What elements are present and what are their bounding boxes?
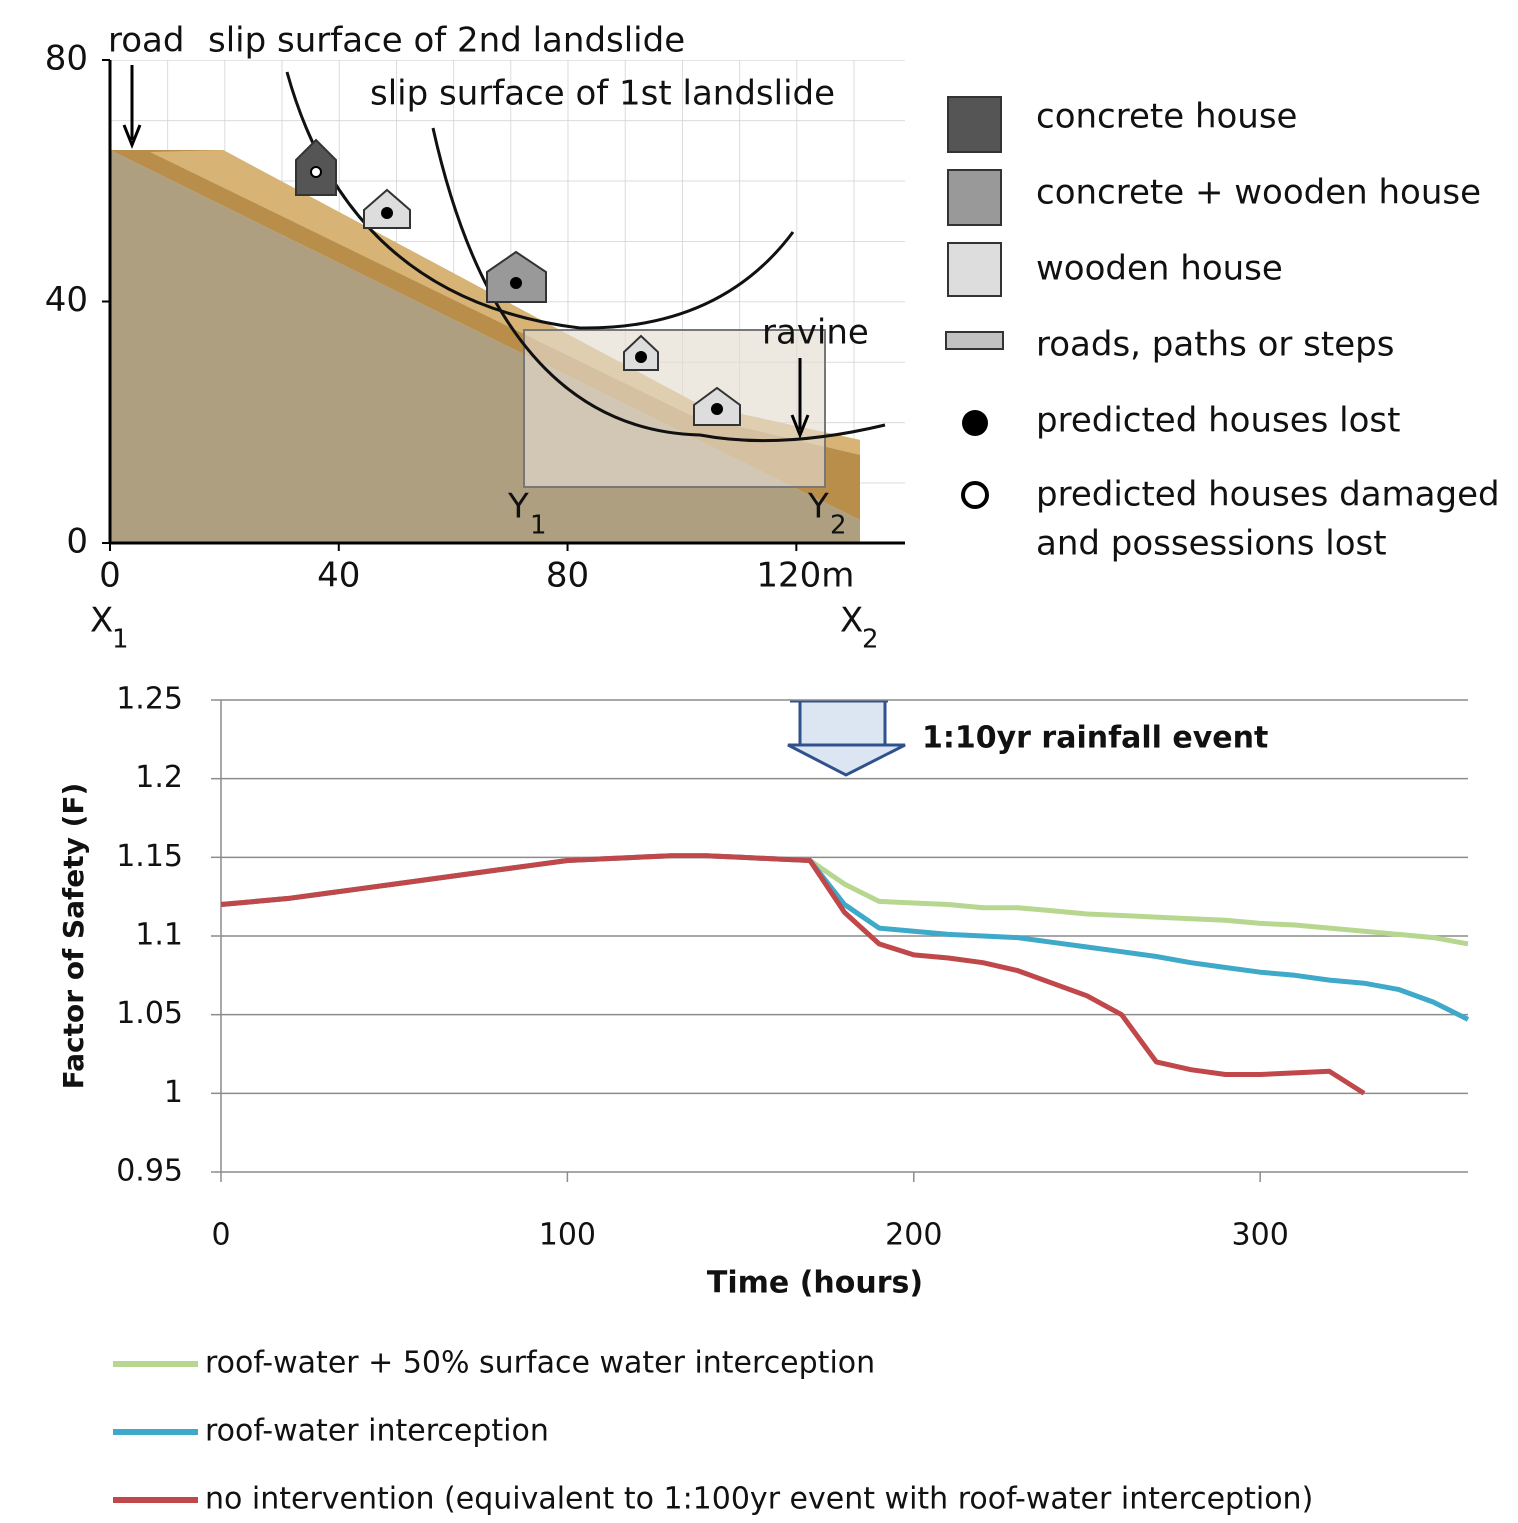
- point-subscript: 2: [830, 511, 847, 541]
- y-tick-label: 0: [66, 522, 88, 562]
- y-tick-label: 1: [164, 1075, 183, 1110]
- x-tick-label: 300: [1232, 1218, 1289, 1253]
- legend-label: concrete + wooden house: [1036, 173, 1481, 213]
- legend-label: wooden house: [1036, 249, 1283, 289]
- x-tick-label: 40: [317, 556, 360, 596]
- lost-marker: [510, 277, 522, 289]
- y-tick-label: 1.15: [116, 839, 183, 874]
- lost-marker: [381, 207, 393, 219]
- x-tick-label: 80: [546, 556, 589, 596]
- y-tick-label: 1.2: [135, 760, 183, 795]
- y-tick-label: 80: [45, 39, 88, 79]
- cross-section: road slip surface of 2nd landslide slip …: [45, 21, 1500, 655]
- legend-label: concrete house: [1036, 97, 1297, 137]
- point-subscript: 1: [530, 511, 547, 541]
- point-subscript: 2: [862, 625, 879, 655]
- road-arrow: [122, 65, 142, 150]
- x-tick-label: 100: [539, 1218, 596, 1253]
- annotation: 1:10yr rainfall event: [922, 721, 1268, 756]
- legend-label: roads, paths or steps: [1036, 325, 1394, 365]
- point-subscript: 1: [112, 625, 129, 655]
- point-letter: X: [840, 601, 863, 641]
- point-letter: Y: [807, 487, 829, 527]
- y-tick-label: 0.95: [116, 1154, 183, 1189]
- point-letter: X: [90, 601, 113, 641]
- legend-label: no intervention (equivalent to 1:100yr e…: [205, 1482, 1313, 1517]
- legend-label: roof-water interception: [205, 1414, 549, 1449]
- series-line: [220, 853, 1469, 947]
- x-tick-label: 120m: [756, 556, 854, 596]
- rainfall-arrow: [787, 699, 906, 777]
- x-tick-label: 200: [885, 1218, 942, 1253]
- label: road: [108, 21, 184, 61]
- series-line: [220, 853, 1366, 1096]
- y-tick-label: 40: [45, 280, 88, 320]
- legend-label: and possessions lost: [1036, 524, 1387, 564]
- lost-marker: [711, 403, 723, 415]
- x-tick-label: 0: [99, 556, 121, 596]
- label: slip surface of 1st landslide: [370, 74, 835, 114]
- legend-label: roof-water + 50% surface water intercept…: [205, 1346, 875, 1381]
- y-axis-title: Factor of Safety (F): [57, 783, 90, 1090]
- legend: [945, 96, 1004, 509]
- line-chart: 1:10yr rainfall event Time (hours) Facto…: [57, 682, 1470, 1517]
- damaged-marker: [310, 166, 322, 178]
- y-tick-label: 1.25: [116, 682, 183, 717]
- y-tick-label: 1.1: [135, 918, 183, 953]
- point-letter: Y: [507, 487, 529, 527]
- excavation-box: [523, 329, 826, 488]
- label: slip surface of 2nd landslide: [208, 21, 685, 61]
- ravine-arrow: [790, 358, 810, 440]
- x-axis-title: Time (hours): [707, 1266, 923, 1301]
- label: ravine: [762, 313, 869, 353]
- legend-label: predicted houses lost: [1036, 401, 1400, 441]
- y-tick-label: 1.05: [116, 996, 183, 1031]
- lost-marker: [635, 351, 647, 363]
- legend-label: predicted houses damaged: [1036, 475, 1500, 515]
- slip-surface-1: [431, 127, 886, 443]
- x-tick-label: 0: [211, 1218, 230, 1253]
